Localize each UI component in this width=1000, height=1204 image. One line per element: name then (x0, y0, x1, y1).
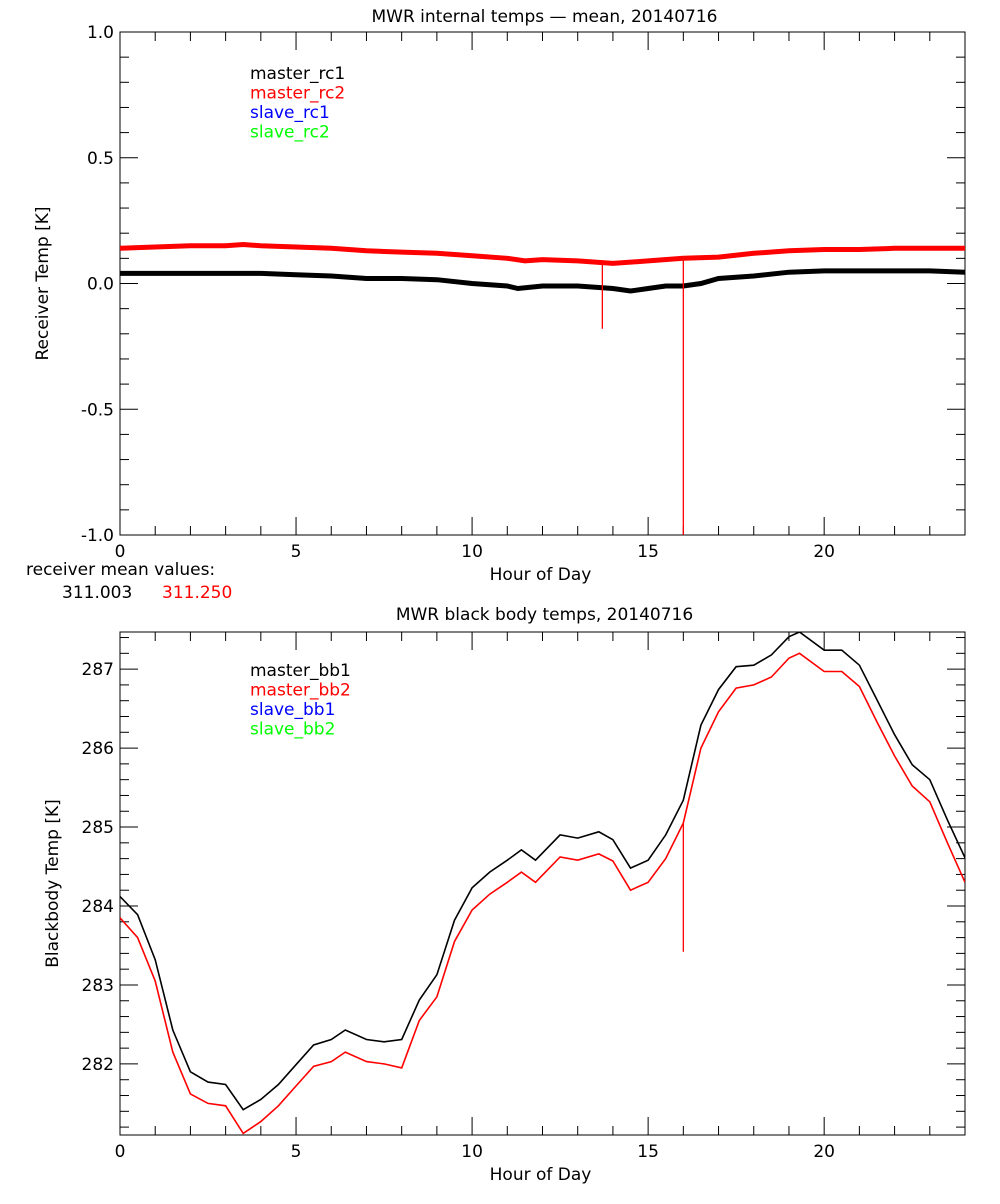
mean-value: 311.250 (162, 583, 232, 603)
y-axis-label: Blackbody Temp [K] (43, 799, 63, 968)
x-tick-label: 0 (115, 1142, 126, 1162)
series-line-master_bb1 (120, 632, 965, 1111)
series-line-master_rc2 (120, 241, 965, 266)
chart-title: MWR internal temps — mean, 20140716 (371, 7, 717, 27)
x-tick-label: 15 (637, 542, 659, 562)
legend-entry-slave_rc1: slave_rc1 (250, 103, 330, 123)
legend-entry-slave_bb1: slave_bb1 (250, 700, 335, 720)
x-axis-label: Hour of Day (490, 565, 592, 585)
y-tick-label: 1.0 (87, 23, 114, 43)
legend-entry-master_rc1: master_rc1 (250, 64, 345, 84)
legend-entry-master_bb1: master_bb1 (250, 661, 351, 681)
y-tick-label: 0.0 (87, 275, 114, 295)
y-tick-label: -0.5 (81, 400, 114, 420)
y-axis-label: Receiver Temp [K] (33, 206, 53, 360)
legend-entry-master_rc2: master_rc2 (250, 84, 345, 104)
y-tick-label: 284 (82, 897, 114, 917)
x-tick-label: 20 (813, 542, 835, 562)
x-tick-label: 0 (115, 542, 126, 562)
y-tick-label: 285 (82, 818, 114, 838)
y-tick-label: 282 (82, 1055, 114, 1075)
x-tick-label: 20 (813, 1142, 835, 1162)
x-axis-label: Hour of Day (490, 1165, 592, 1185)
x-tick-label: 5 (291, 1142, 302, 1162)
legend-entry-slave_bb2: slave_bb2 (250, 720, 335, 740)
x-tick-label: 5 (291, 542, 302, 562)
series-line-master_bb2 (120, 652, 965, 1135)
plot-frame (119, 631, 966, 1136)
x-tick-label: 10 (461, 542, 483, 562)
x-tick-label: 10 (461, 1142, 483, 1162)
y-tick-label: 286 (82, 739, 114, 759)
legend-entry-master_bb2: master_bb2 (250, 681, 351, 701)
chart-title: MWR black body temps, 20140716 (396, 605, 693, 625)
series-line-master_rc1 (120, 268, 965, 294)
y-tick-label: 0.5 (87, 149, 114, 169)
legend-entry-slave_rc2: slave_rc2 (250, 123, 330, 143)
y-tick-label: -1.0 (81, 526, 114, 546)
y-tick-label: 287 (82, 660, 114, 680)
mean-value: 311.003 (62, 583, 132, 603)
y-tick-label: 283 (82, 976, 114, 996)
mean-values-label: receiver mean values: (26, 560, 215, 580)
x-tick-label: 15 (637, 1142, 659, 1162)
